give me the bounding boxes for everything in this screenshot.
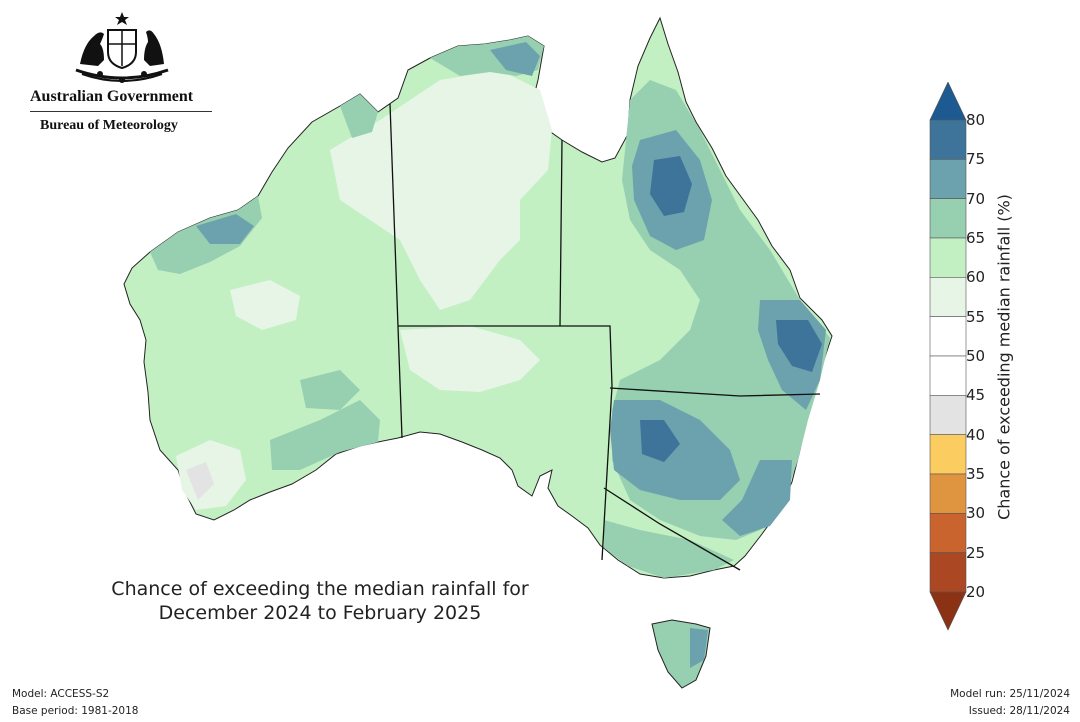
colorbar-tick-label: 25 xyxy=(966,543,986,562)
colorbar-tick-label: 40 xyxy=(966,425,986,444)
zone-75-qld-core xyxy=(650,156,692,216)
model-name: Model: ACCESS-S2 xyxy=(12,688,110,700)
zone-65-victoria xyxy=(604,520,734,578)
zone-65-southwest-coast xyxy=(270,400,380,470)
colorbar-tick-label: 35 xyxy=(966,465,986,483)
colorbar-tick-label: 50 xyxy=(966,347,986,365)
base-period: Base period: 1981-2018 xyxy=(12,705,139,717)
colorbar-bin xyxy=(929,316,967,357)
bureau-wordmark: Bureau of Meteorology xyxy=(40,118,178,133)
light-zone-west xyxy=(230,280,300,330)
colorbar-bin xyxy=(929,355,967,396)
zone-70-wa-coast xyxy=(196,214,254,244)
zone-45-southwest xyxy=(186,462,214,500)
light-zone-southwest xyxy=(176,440,246,510)
colorbar-tick-label: 45 xyxy=(966,386,986,405)
zone-65-kimberley xyxy=(340,94,378,138)
colorbar-bin xyxy=(929,277,967,317)
colorbar-bin xyxy=(929,552,967,593)
zone-65-west-interior xyxy=(300,370,360,410)
coat-of-arms-logo xyxy=(75,12,169,83)
colorbar-bin xyxy=(929,434,967,475)
zone-75-east xyxy=(776,320,822,372)
light-zone-north xyxy=(330,70,552,310)
model-run-date: Model run: 25/11/2024 xyxy=(950,688,1070,700)
colorbar-label: Chance of exceeding median rainfall (%) xyxy=(994,194,1014,520)
colorbar-tick-label: 75 xyxy=(966,150,986,169)
colorbar-extension-high xyxy=(929,82,967,121)
government-wordmark: Australian Government xyxy=(30,88,194,105)
colorbar-tick-label: 65 xyxy=(966,229,986,247)
colorbar-bin xyxy=(929,473,967,514)
colorbar-bin xyxy=(929,237,967,278)
state-borders xyxy=(389,103,821,571)
map-title: Chance of exceeding the median rainfall … xyxy=(111,578,529,624)
colorbar-bin xyxy=(929,159,967,199)
zone-70-nsw-coast xyxy=(722,460,792,536)
footer-left: Model: ACCESS-S2 Base period: 1981-2018 xyxy=(12,686,138,720)
wordmark-divider xyxy=(30,111,212,112)
zone-70-topend-coast xyxy=(490,42,540,76)
zone-75-nsw xyxy=(640,420,680,462)
colorbar-tick-label: 55 xyxy=(966,307,986,326)
colorbar-bin xyxy=(929,395,967,435)
colorbar-tick-label: 30 xyxy=(966,504,986,523)
colorbar-tick-label: 70 xyxy=(966,189,986,208)
colorbar-tick-label: 80 xyxy=(966,111,986,129)
colorbar-tick-label: 20 xyxy=(966,583,986,601)
colorbar-bin xyxy=(929,513,967,553)
light-zone-central xyxy=(400,326,540,392)
colorbar xyxy=(929,82,967,631)
colorbar-tick-label: 60 xyxy=(966,268,986,287)
footer-right: Model run: 25/11/2024 Issued: 28/11/2024 xyxy=(950,686,1070,720)
issued-date: Issued: 28/11/2024 xyxy=(968,705,1070,717)
colorbar-bin xyxy=(929,198,967,239)
colorbar-extension-low xyxy=(929,591,967,631)
colorbar-bin xyxy=(929,119,967,160)
